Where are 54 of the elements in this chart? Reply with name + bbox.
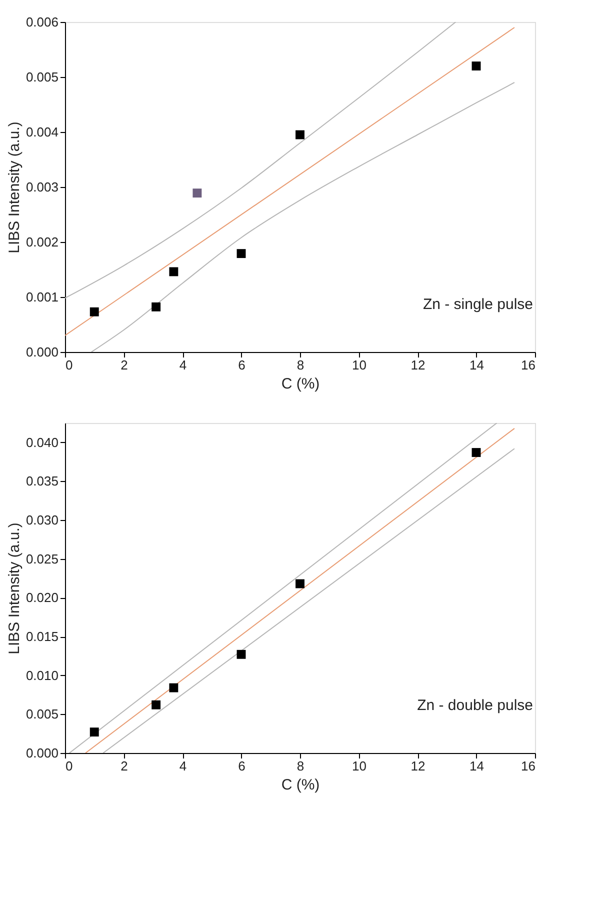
x-axis-title: C (%) <box>281 776 320 794</box>
x-tick-label: 4 <box>179 358 187 372</box>
point <box>472 448 481 457</box>
x-tick-label: 16 <box>521 358 536 372</box>
x-tick-label: 12 <box>410 758 426 774</box>
point <box>296 130 304 140</box>
point <box>169 267 178 276</box>
x-tick-label: 16 <box>521 758 536 774</box>
point <box>152 700 161 710</box>
point <box>236 249 246 258</box>
point <box>296 579 304 588</box>
x-tick-label: 0 <box>66 758 73 774</box>
point <box>90 307 99 316</box>
line-series <box>65 22 456 299</box>
y-axis-title: LIBS Intensity (a.u.) <box>6 522 23 654</box>
x-tick-label: 2 <box>120 358 128 372</box>
annotation: Zn - single pulse <box>422 296 533 313</box>
y-tick-label: 0.010 <box>26 668 58 683</box>
point <box>192 188 202 198</box>
point <box>90 728 99 737</box>
y-tick-label: 0.000 <box>26 746 58 760</box>
y-axis-title: LIBS Intensity (a.u.) <box>6 122 23 254</box>
x-tick-label: 14 <box>470 758 484 774</box>
y-tick-label: 0.000 <box>26 344 58 360</box>
y-tick-label: 0.001 <box>26 290 58 304</box>
x-tick-label: 2 <box>120 758 128 774</box>
x-tick-label: 10 <box>352 758 366 774</box>
x-tick-label: 6 <box>238 758 246 774</box>
y-tick-label: 0.006 <box>26 14 58 30</box>
y-tick-label: 0.005 <box>26 70 58 84</box>
point <box>152 302 161 312</box>
x-tick-label: 10 <box>352 358 366 372</box>
x-tick-label: 8 <box>296 358 304 372</box>
x-tick-label: 12 <box>410 358 426 372</box>
y-tick-label: 0.015 <box>26 629 58 644</box>
annotation: Zn - double pulse <box>417 697 533 714</box>
point <box>472 62 481 70</box>
x-tick-label: 14 <box>470 358 484 372</box>
y-tick-label: 0.025 <box>26 551 58 566</box>
x-tick-label: 4 <box>179 758 187 774</box>
y-tick-label: 0.030 <box>26 512 58 528</box>
x-axis-title: C (%) <box>281 376 320 392</box>
y-tick-label: 0.040 <box>26 434 58 450</box>
point <box>236 650 246 659</box>
x-tick-label: 6 <box>238 358 246 372</box>
y-tick-label: 0.002 <box>26 234 58 250</box>
x-tick-label: 0 <box>66 358 73 372</box>
point <box>169 683 178 692</box>
y-tick-label: 0.003 <box>26 180 58 194</box>
x-tick-label: 8 <box>296 758 304 774</box>
y-tick-label: 0.004 <box>26 124 58 140</box>
y-tick-label: 0.020 <box>26 590 58 606</box>
y-tick-label: 0.005 <box>26 706 58 722</box>
y-tick-label: 0.035 <box>26 474 58 489</box>
